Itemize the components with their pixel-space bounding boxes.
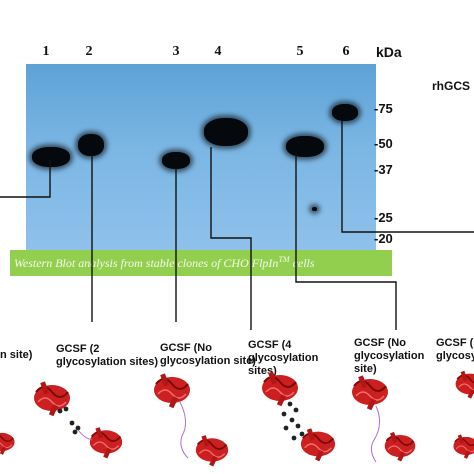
leader-line-lane-5 bbox=[295, 152, 397, 330]
marker-25: -25 bbox=[374, 210, 393, 225]
gcsf-protein-icon-lane-6 bbox=[452, 369, 474, 460]
gcsf-protein-icon-lane-3 bbox=[153, 372, 230, 468]
band-lane-1 bbox=[32, 147, 70, 167]
caption-superscript: TM bbox=[278, 255, 290, 264]
marker-50: -50 bbox=[374, 136, 393, 151]
band-lane-6 bbox=[332, 104, 358, 121]
leader-line-lane-6 bbox=[341, 120, 474, 233]
lane-number-6: 6 bbox=[342, 44, 350, 59]
label-lane-5: GCSF (No glycosylation site) bbox=[354, 337, 425, 375]
band-lane-2 bbox=[78, 134, 104, 156]
marker-75: -75 bbox=[374, 101, 393, 116]
western-blot-membrane bbox=[26, 64, 376, 250]
gcsf-protein-icon-lane-5 bbox=[351, 374, 417, 463]
label-lane-2: GCSF (2 glycosylation sites) bbox=[56, 343, 159, 368]
label-lane-3: GCSF (No glycosylation site) bbox=[160, 342, 256, 367]
caption-text: Western Blot analysis from stable clones… bbox=[14, 255, 315, 270]
label-lane-4: GCSF (4 glycosylation sites) bbox=[248, 339, 319, 377]
lane-number-5: 5 bbox=[296, 44, 304, 59]
rhgcsf-header: rhGCS bbox=[432, 79, 471, 93]
band-lane-5 bbox=[286, 136, 324, 157]
lane-number-1: 1 bbox=[42, 44, 50, 59]
band-lane-4 bbox=[204, 118, 248, 146]
caption-strip: Western Blot analysis from stable clones… bbox=[10, 250, 392, 276]
label-lane-6: GCSF (glycosyla bbox=[436, 337, 474, 362]
marker-37: -37 bbox=[374, 162, 393, 177]
band-lane-3 bbox=[162, 152, 190, 169]
gcsf-protein-icon-lane-1 bbox=[0, 429, 16, 456]
gcsf-protein-icon-lane-4 bbox=[261, 370, 337, 463]
lane-number-4: 4 bbox=[214, 44, 222, 59]
lane-number-3: 3 bbox=[172, 44, 180, 59]
leader-line-lane-4 bbox=[210, 147, 252, 330]
lane-number-2: 2 bbox=[85, 44, 93, 59]
label-lane-1: n site) bbox=[0, 349, 33, 361]
leader-line-lane-1 bbox=[0, 160, 51, 198]
gcsf-protein-icon-lane-2 bbox=[33, 380, 124, 460]
blot-speck bbox=[312, 207, 317, 211]
kda-header: kDa bbox=[376, 44, 402, 60]
marker-20: -20 bbox=[374, 231, 393, 246]
